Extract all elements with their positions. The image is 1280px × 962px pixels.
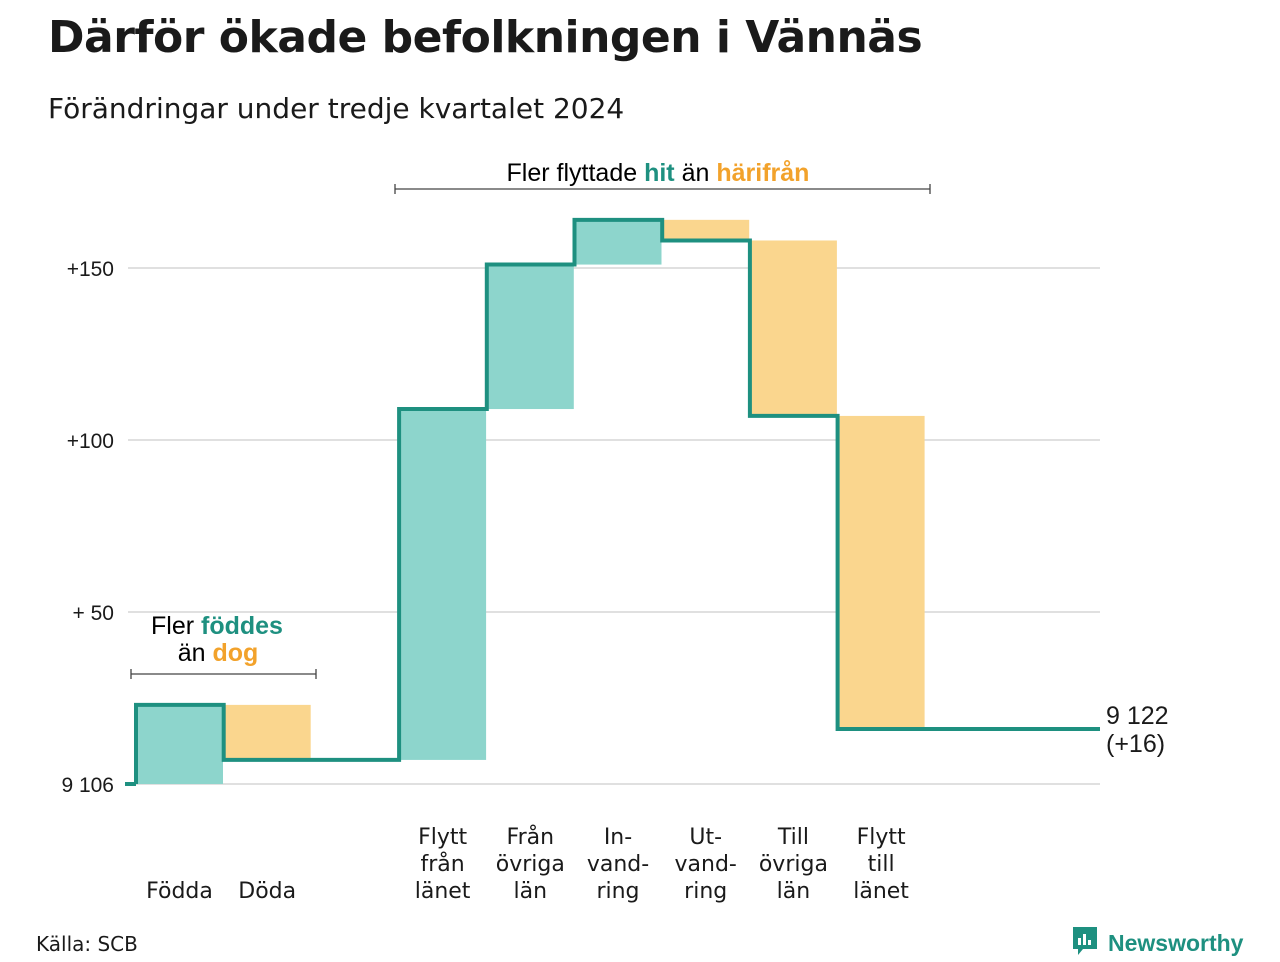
waterfall-bar <box>574 219 662 265</box>
category-label: Födda <box>146 879 213 904</box>
waterfall-bar <box>749 240 837 416</box>
chart-subtitle: Förändringar under tredje kvartalet 2024 <box>48 92 625 125</box>
waterfall-bar <box>223 704 311 760</box>
migration-annotation-orange: härifrån <box>716 159 809 187</box>
migration-annotation-middle: än <box>682 159 717 187</box>
category-label-line: länet <box>853 879 909 904</box>
y-tick-label: +150 <box>67 258 114 281</box>
migration-bracket <box>394 184 931 194</box>
category-label: Till övriga län <box>759 825 828 904</box>
category-label-line: vand- <box>675 852 737 877</box>
waterfall-bar <box>136 704 223 784</box>
natural-annotation-line1: Fler föddes <box>151 612 283 640</box>
end-label: 9 122 (+16) <box>1106 702 1176 758</box>
natural-annotation-prefix: Fler <box>151 612 201 640</box>
category-label: Flytt till länet <box>853 825 909 904</box>
brand-name: Newsworthy <box>1108 929 1244 956</box>
y-tick-label: 9 106 <box>61 774 114 797</box>
category-label-line: övriga <box>759 852 828 877</box>
source-note: Källa: SCB <box>36 932 138 956</box>
category-label-line: vand- <box>587 852 649 877</box>
category-label-line: In- <box>604 825 632 850</box>
category-label: In-vand-ring <box>587 825 649 904</box>
grid-lines <box>125 267 1100 786</box>
migration-annotation: Fler flyttade hit än härifrån <box>507 159 810 187</box>
natural-annotation-line2: än dog <box>178 639 259 667</box>
end-label-change: (+16) <box>1106 730 1165 758</box>
category-label-line: ring <box>684 879 727 904</box>
cumulative-step-line <box>134 217 1100 784</box>
natural-annotation-teal: föddes <box>201 612 283 640</box>
category-label-line: Flytt <box>857 825 906 850</box>
category-label-line: län <box>514 879 548 904</box>
category-label-line: ring <box>596 879 639 904</box>
category-label: Ut-vand-ring <box>675 825 737 904</box>
category-label-line: Födda <box>146 879 213 904</box>
end-label-value: 9 122 <box>1106 702 1169 730</box>
waterfall-bar <box>486 264 574 410</box>
bars <box>134 217 1100 784</box>
chart-logo-icon <box>1070 924 1100 962</box>
waterfall-bar <box>837 415 925 729</box>
category-label-line: från <box>420 851 464 877</box>
category-label-line: Från <box>507 824 555 850</box>
category-label-line: Till <box>777 825 809 850</box>
chart-title: Därför ökade befolkningen i Vännäs <box>48 12 923 63</box>
category-label-line: länet <box>415 879 471 904</box>
category-label-line: län <box>777 879 811 904</box>
category-label: Från övriga län <box>496 824 565 904</box>
waterfall-bar <box>662 219 750 241</box>
y-tick-label: + 50 <box>73 602 114 625</box>
migration-annotation-teal: hit <box>644 159 675 187</box>
natural-annotation-line2-prefix: än <box>178 639 213 667</box>
natural-annotation-orange: dog <box>212 639 258 667</box>
y-tick-label: +100 <box>67 430 114 453</box>
y-axis-ticks: 9 106 + 50 +100 +150 <box>61 258 114 797</box>
waterfall-bar <box>399 409 487 760</box>
natural-bracket <box>130 669 317 679</box>
category-label: Flytt från länet <box>415 825 471 904</box>
category-label-line: Döda <box>238 879 296 904</box>
category-label-line: övriga <box>496 852 565 877</box>
migration-annotation-prefix: Fler flyttade <box>507 159 645 187</box>
newsworthy-logo: Newsworthy <box>1070 924 1243 962</box>
category-label-line: till <box>868 852 895 877</box>
category-label: Döda <box>238 879 296 904</box>
category-label-line: Flytt <box>418 825 467 850</box>
category-label-line: Ut- <box>689 825 722 850</box>
